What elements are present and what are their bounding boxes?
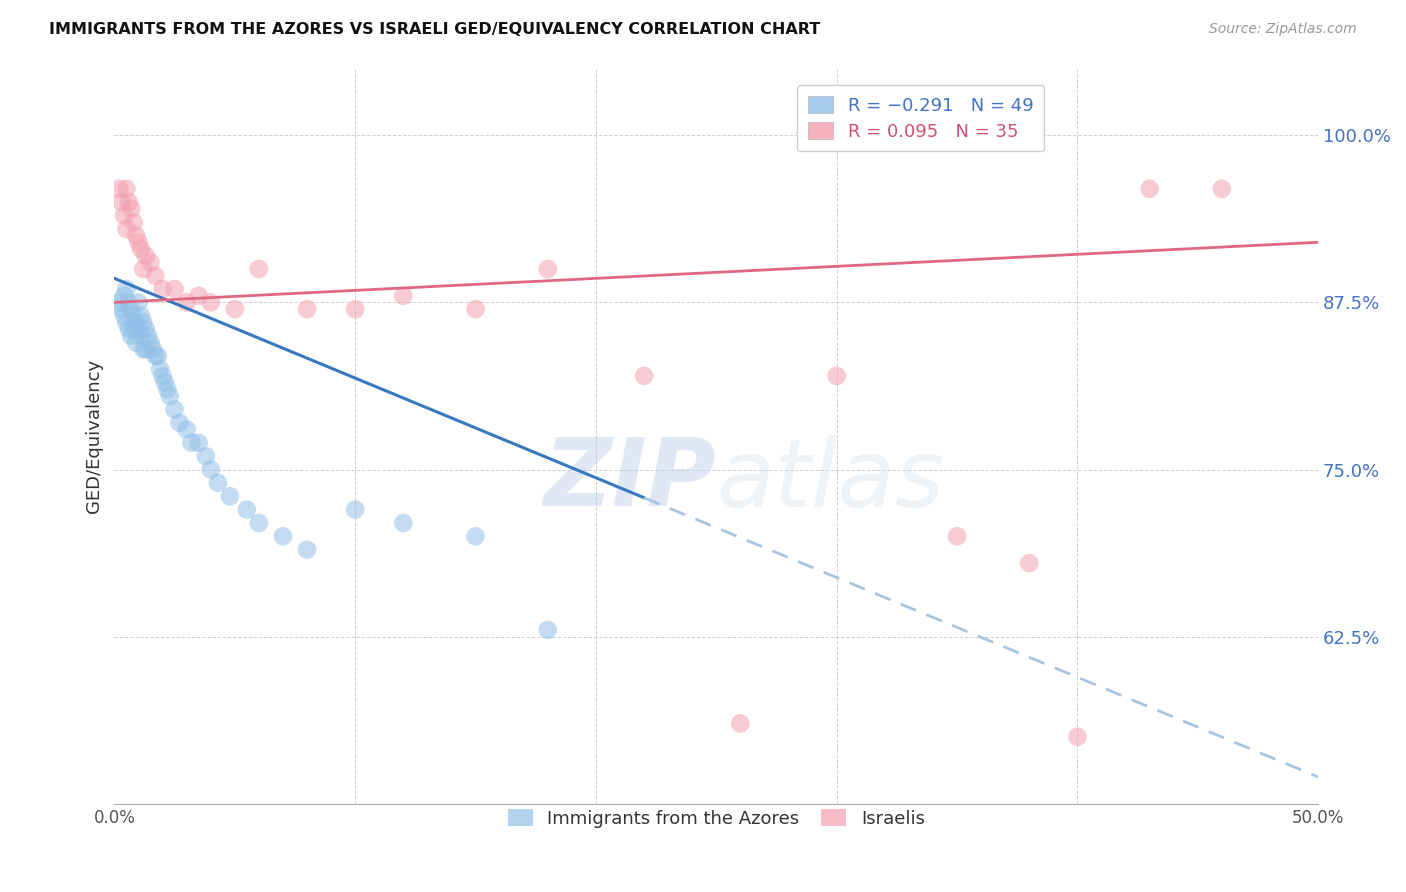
Point xyxy=(825,368,848,383)
Point xyxy=(344,502,367,516)
Point xyxy=(118,295,141,310)
Point xyxy=(392,289,415,303)
Point xyxy=(176,295,198,310)
Point xyxy=(112,309,135,323)
Point xyxy=(108,295,131,310)
Point xyxy=(136,329,159,343)
Point xyxy=(149,362,172,376)
Point xyxy=(153,376,176,390)
Point xyxy=(118,322,141,336)
Point xyxy=(129,329,152,343)
Point xyxy=(200,295,222,310)
Point xyxy=(295,302,318,317)
Point xyxy=(143,268,166,283)
Point xyxy=(1139,182,1161,196)
Point xyxy=(125,335,148,350)
Text: atlas: atlas xyxy=(716,434,945,525)
Point xyxy=(295,542,318,557)
Point xyxy=(176,422,198,436)
Point xyxy=(146,349,169,363)
Point xyxy=(115,282,138,296)
Point xyxy=(271,529,294,543)
Point xyxy=(169,416,191,430)
Point xyxy=(122,322,145,336)
Point xyxy=(633,368,655,383)
Point xyxy=(129,309,152,323)
Point xyxy=(127,322,149,336)
Point xyxy=(207,475,229,490)
Point xyxy=(129,242,152,256)
Point xyxy=(152,368,174,383)
Point xyxy=(135,342,157,356)
Point xyxy=(163,402,186,417)
Point xyxy=(127,295,149,310)
Point xyxy=(120,329,142,343)
Point xyxy=(200,462,222,476)
Point xyxy=(219,489,242,503)
Point xyxy=(247,262,270,277)
Point xyxy=(392,516,415,530)
Point xyxy=(537,262,560,277)
Point xyxy=(236,502,259,516)
Point xyxy=(139,255,162,269)
Point xyxy=(118,195,141,210)
Point xyxy=(180,435,202,450)
Point xyxy=(127,235,149,250)
Point xyxy=(344,302,367,317)
Point xyxy=(115,316,138,330)
Text: Source: ZipAtlas.com: Source: ZipAtlas.com xyxy=(1209,22,1357,37)
Point xyxy=(194,449,217,463)
Point xyxy=(152,282,174,296)
Point xyxy=(464,529,486,543)
Point xyxy=(187,289,209,303)
Point xyxy=(163,282,186,296)
Point xyxy=(1211,182,1233,196)
Point xyxy=(112,289,135,303)
Text: ZIP: ZIP xyxy=(543,434,716,526)
Point xyxy=(946,529,969,543)
Point xyxy=(135,322,157,336)
Text: IMMIGRANTS FROM THE AZORES VS ISRAELI GED/EQUIVALENCY CORRELATION CHART: IMMIGRANTS FROM THE AZORES VS ISRAELI GE… xyxy=(49,22,821,37)
Point xyxy=(132,316,155,330)
Point xyxy=(125,228,148,243)
Point xyxy=(120,302,142,317)
Point xyxy=(120,202,142,216)
Point xyxy=(111,302,134,317)
Point xyxy=(139,335,162,350)
Point xyxy=(1018,556,1040,570)
Point xyxy=(142,342,165,356)
Point xyxy=(111,195,134,210)
Point xyxy=(135,249,157,263)
Legend: Immigrants from the Azores, Israelis: Immigrants from the Azores, Israelis xyxy=(501,802,932,835)
Point xyxy=(730,716,752,731)
Point xyxy=(125,316,148,330)
Point xyxy=(247,516,270,530)
Point xyxy=(143,349,166,363)
Point xyxy=(464,302,486,317)
Point xyxy=(132,342,155,356)
Point xyxy=(224,302,246,317)
Point xyxy=(108,182,131,196)
Point xyxy=(537,623,560,637)
Point xyxy=(122,215,145,229)
Point xyxy=(156,382,179,396)
Y-axis label: GED/Equivalency: GED/Equivalency xyxy=(86,359,103,513)
Point xyxy=(1066,730,1088,744)
Point xyxy=(115,182,138,196)
Point xyxy=(187,435,209,450)
Point xyxy=(132,262,155,277)
Point xyxy=(115,222,138,236)
Point xyxy=(112,209,135,223)
Point xyxy=(159,389,181,403)
Point xyxy=(122,309,145,323)
